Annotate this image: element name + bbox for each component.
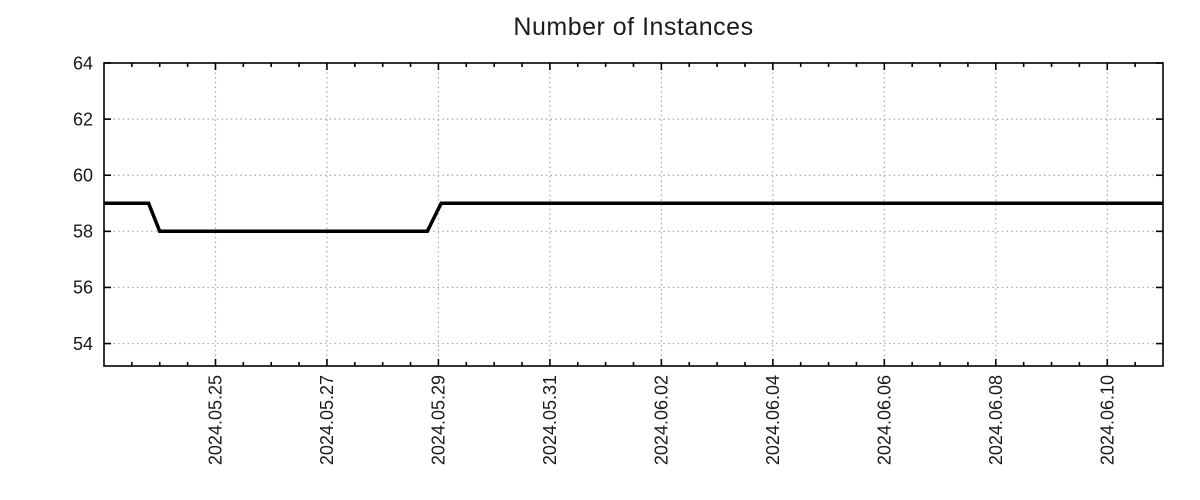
plot-border	[103, 62, 1164, 367]
x-tick-label: 2024.05.25	[205, 375, 225, 465]
y-tick-label: 58	[73, 222, 93, 242]
x-tick-label: 2024.06.06	[874, 375, 894, 465]
x-tick-label: 2024.06.08	[986, 375, 1006, 465]
y-tick-label: 64	[73, 53, 93, 73]
x-tick-label: 2024.05.29	[428, 375, 448, 465]
y-tick-label: 54	[73, 334, 93, 354]
y-tick-label: 62	[73, 109, 93, 129]
data-line	[104, 201, 1163, 234]
x-tick-label: 2024.05.31	[540, 375, 560, 465]
y-tick-label: 60	[73, 166, 93, 186]
x-tick-label: 2024.05.27	[317, 375, 337, 465]
x-tick-label: 2024.06.02	[651, 375, 671, 465]
x-tick-label: 2024.06.04	[763, 375, 783, 465]
y-tick-label: 56	[73, 278, 93, 298]
chart-title: Number of Instances	[513, 13, 754, 41]
x-tick-label: 2024.06.10	[1097, 375, 1117, 465]
